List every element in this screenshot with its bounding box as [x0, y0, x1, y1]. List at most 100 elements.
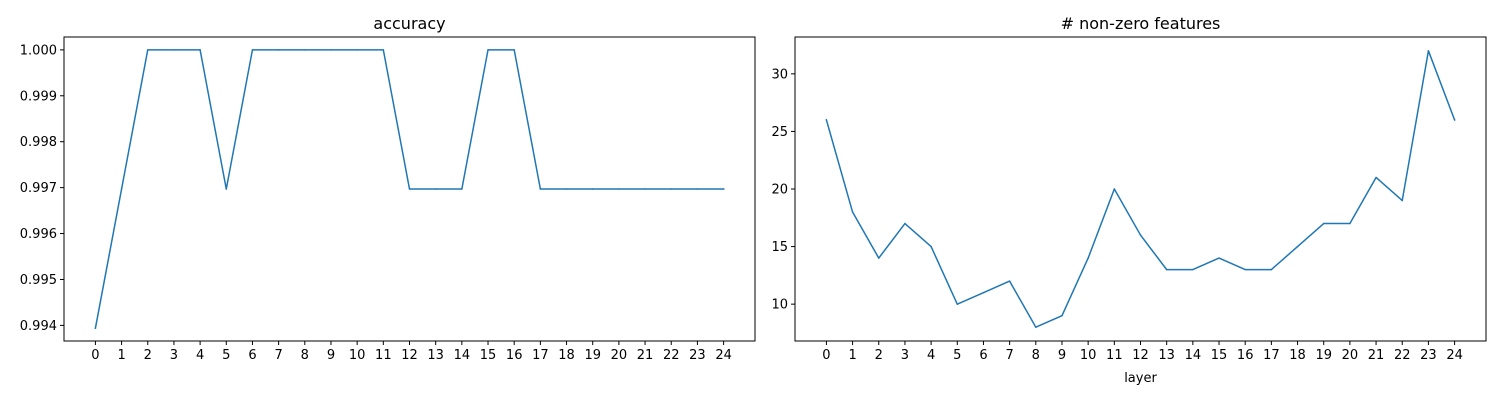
x-tick-label: 19 — [1315, 348, 1332, 363]
plot-area: 0 1 2 3 4 5 6 7 8 9 10 11 12 13 14 15 16 17 18 19 20 21 22 23 24… — [771, 50, 1463, 363]
x-tick-label: 19 — [584, 348, 601, 363]
x-tick-label: 18 — [1289, 348, 1306, 363]
x-tick-label: 8 — [301, 348, 309, 363]
data-point — [1244, 268, 1246, 271]
x-tick-label: 12 — [401, 348, 418, 363]
x-tick-label: 9 — [1058, 348, 1066, 363]
y-tick-label: 30 — [771, 67, 788, 82]
data-point — [670, 188, 672, 190]
x-tick-label: 10 — [1080, 348, 1097, 363]
x-tick-label: 18 — [558, 348, 575, 363]
data-point — [591, 188, 594, 190]
data-point — [304, 49, 306, 51]
x-tick-label: 21 — [1368, 348, 1385, 363]
chart-title: accuracy — [373, 14, 445, 33]
y-tick-label: 20 — [771, 183, 788, 198]
x-tick-label: 8 — [1032, 348, 1040, 363]
data-point — [1008, 280, 1011, 282]
x-tick-label: 9 — [327, 348, 335, 363]
x-tick-label: 0 — [822, 348, 830, 363]
data-point — [851, 211, 854, 213]
x-tick-label: 7 — [1005, 348, 1013, 363]
data-point — [1035, 326, 1037, 328]
accuracy-chart: accuracy 0 1 2 3 4 5 6 7 8 9 10 11 12 13 14 15 16 17 18 19 2… — [20, 14, 756, 363]
x-tick-label: 20 — [1342, 348, 1359, 363]
data-point — [904, 222, 906, 225]
data-point — [225, 188, 228, 190]
data-point — [487, 49, 489, 51]
data-point — [1427, 50, 1430, 52]
data-point — [1322, 222, 1325, 225]
data-point — [956, 303, 959, 305]
data-point — [1349, 222, 1351, 225]
data-point — [1165, 268, 1168, 271]
data-point — [1192, 268, 1194, 271]
y-tick-label: 25 — [771, 125, 788, 140]
x-tick-label: 24 — [715, 348, 732, 363]
x-tick-label: 21 — [637, 348, 654, 363]
y-tick-label: 0.995 — [20, 273, 57, 288]
x-tick-label: 5 — [953, 348, 961, 363]
data-point — [251, 49, 254, 51]
data-point — [434, 188, 437, 190]
y-tick-label: 0.998 — [20, 135, 57, 150]
x-tick-label: 5 — [222, 348, 230, 363]
data-point — [644, 188, 646, 190]
data-point — [147, 49, 149, 51]
data-point — [1453, 119, 1456, 121]
y-tick-label: 10 — [771, 298, 788, 313]
x-tick-label: 1 — [848, 348, 856, 363]
data-point — [120, 188, 123, 190]
data-point — [1270, 268, 1273, 271]
non-zero-features-chart: # non-zero features 0 1 2 3 4 5 6 7 8 9 10 11 12 13 14… — [771, 14, 1487, 386]
data-point — [1401, 199, 1403, 202]
x-tick-label: 23 — [689, 348, 706, 363]
x-tick-label: 6 — [979, 348, 987, 363]
y-tick-label: 1.000 — [20, 43, 57, 58]
x-tick-label: 3 — [170, 348, 178, 363]
data-point — [461, 188, 463, 190]
axes-frame — [794, 36, 1487, 342]
data-point — [565, 188, 568, 190]
data-point — [382, 49, 385, 51]
data-point — [696, 188, 699, 190]
x-axis-label: layer — [1124, 371, 1157, 386]
x-tick-label: 6 — [248, 348, 256, 363]
data-point — [1087, 257, 1089, 259]
x-tick-label: 13 — [427, 348, 444, 363]
x-tick-label: 11 — [1106, 348, 1123, 363]
y-tick-label: 0.997 — [20, 181, 57, 196]
x-tick-label: 16 — [506, 348, 523, 363]
data-point — [539, 188, 542, 190]
y-tick-label: 0.999 — [20, 89, 57, 104]
y-tick-label: 0.996 — [20, 227, 57, 242]
plot-area: 0 1 2 3 4 5 6 7 8 9 10 11 12 13 14 15 16 17 18 19 20 21 22 23 24… — [20, 43, 732, 363]
y-tick-label: 0.994 — [20, 319, 57, 334]
x-tick-label: 10 — [349, 348, 366, 363]
data-point — [94, 327, 97, 329]
x-tick-label: 3 — [901, 348, 909, 363]
x-tick-label: 4 — [927, 348, 935, 363]
data-point — [199, 49, 201, 51]
data-point — [408, 188, 411, 190]
x-tick-label: 12 — [1132, 348, 1149, 363]
x-tick-label: 2 — [875, 348, 883, 363]
data-point — [330, 49, 332, 51]
x-tick-label: 0 — [91, 348, 99, 363]
data-point — [1061, 314, 1063, 317]
data-point — [1139, 234, 1142, 236]
data-point — [825, 119, 828, 121]
x-tick-label: 16 — [1237, 348, 1254, 363]
data-point — [277, 49, 280, 51]
chart-title: # non-zero features — [1061, 14, 1221, 33]
x-tick-label: 7 — [274, 348, 282, 363]
data-point — [1296, 245, 1299, 248]
x-tick-label: 22 — [1394, 348, 1411, 363]
x-tick-label: 17 — [1263, 348, 1280, 363]
x-tick-label: 2 — [144, 348, 152, 363]
y-tick-label: 15 — [771, 240, 788, 255]
x-tick-label: 22 — [663, 348, 680, 363]
data-point — [722, 188, 725, 190]
data-point — [618, 188, 620, 190]
